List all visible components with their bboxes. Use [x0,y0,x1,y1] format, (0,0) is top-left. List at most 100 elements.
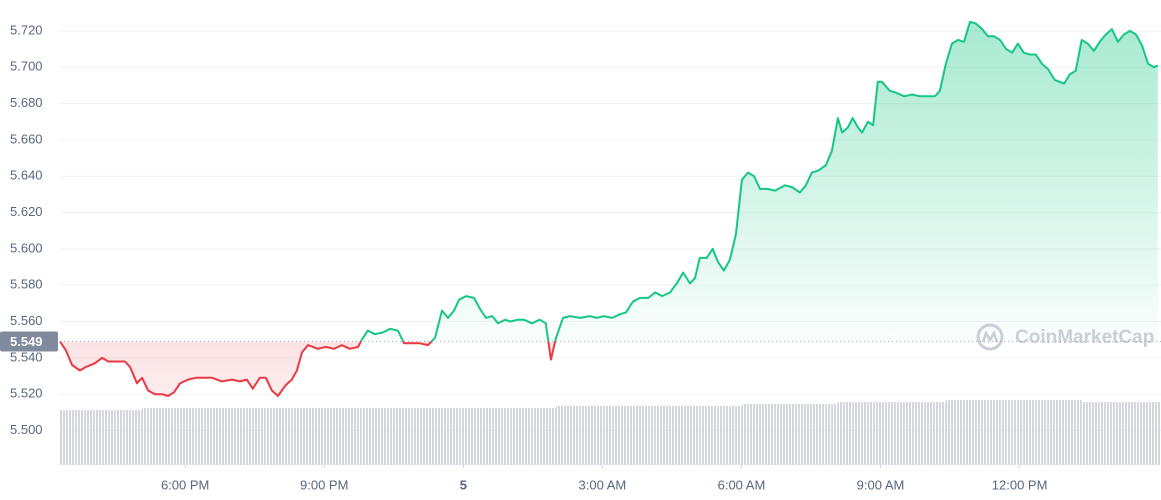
volume-bar [970,400,977,465]
volume-bar [603,406,613,465]
volume-bar [562,406,570,465]
volume-bar [717,406,724,465]
y-tick-label: 5.500 [10,422,43,437]
volume-bar [695,406,700,465]
volume-bar [712,406,718,465]
volume-bar [655,406,663,465]
volume-bar [852,402,858,465]
volume-bar [699,406,707,465]
volume-bar [1041,400,1048,465]
baseline-label-box [0,331,58,352]
volume-bar [648,406,656,465]
volume-bar [102,410,109,465]
price-line [59,20,1159,397]
y-tick-label: 5.580 [10,277,43,292]
volume-bar [252,408,260,465]
volume-bar [925,402,935,465]
volume-bar [459,408,467,465]
baseline-label: 5.549 [10,334,43,349]
volume-bar [1029,400,1036,465]
volume-bar [877,402,882,465]
volume-bar [448,408,455,465]
volume-bar [265,408,272,465]
volume-bar [505,408,511,465]
volume-bar [428,408,436,465]
volume-bar [142,408,149,465]
volume-bar [723,406,730,465]
volume-bar [291,408,297,465]
volume-bar [767,404,775,465]
volume-bar [498,408,506,465]
volume-bar [411,408,420,465]
volume-bar [1064,400,1070,465]
volume-bar [115,410,125,465]
volume-bar [358,408,362,465]
volume-bar [881,402,890,465]
watermark: CoinMarketCap [1015,327,1154,348]
volume-bar [148,408,156,465]
volume-bar [204,408,213,465]
volume-bar [246,408,253,465]
volume-bar [848,402,853,465]
volume-bar [454,408,460,465]
volume-bar [60,410,67,465]
volume-bar [419,408,429,465]
volume-bar [799,404,806,465]
volume-bar [1047,400,1055,465]
volume-bar [811,404,818,465]
volume-bar [747,404,754,465]
volume-bar [271,408,278,465]
volume-bar [72,410,80,465]
volume-bar [161,408,169,465]
volume-bar [785,404,792,465]
volume-bar [957,400,964,465]
volume-bar [390,408,398,465]
volume-bar [791,404,800,465]
volume-bar [155,408,162,465]
volume-bar [774,404,786,465]
volume-bar [994,400,1001,465]
volume-bar [301,408,309,465]
volume-bar [1154,402,1158,465]
line-layer [59,20,1161,397]
volume-bar [1157,402,1161,465]
volume-bar [1135,402,1142,465]
volume-bar [212,408,222,465]
volume-bar [180,408,188,465]
volume-bar [308,408,318,465]
volume-bar [1148,402,1155,465]
volume-bar [741,404,748,465]
volume-bar [842,402,849,465]
y-tick-label: 5.560 [10,313,43,328]
volume-bar [1069,400,1076,465]
volume-bar [108,410,116,465]
y-tick-label: 5.720 [10,22,43,37]
volume-bar [939,402,946,465]
y-tick-label: 5.640 [10,168,43,183]
volume-bar [285,408,292,465]
price-area [60,21,1158,397]
volume-bar [706,406,713,465]
x-tick-label: 3:00 AM [579,477,627,492]
volume-bar [919,402,926,465]
volume-bar [569,406,581,465]
volume-bar [589,406,597,465]
y-tick-label: 5.600 [10,240,43,255]
volume-bar [1111,402,1118,465]
y-tick-label: 5.620 [10,204,43,219]
y-tick-label: 5.540 [10,349,43,364]
volume-bar [397,408,404,465]
x-tick-label: 6:00 AM [718,477,766,492]
volume-bar [326,408,334,465]
volume-bar [639,406,649,465]
volume-bar [861,402,869,465]
volume-bar [524,408,532,465]
volume-bar [1129,402,1136,465]
volume-bar [510,408,519,465]
volume-bar [492,408,499,465]
volume-bar [1023,400,1030,465]
volume-bar [690,406,696,465]
volume-bar [259,408,266,465]
volume-bar [831,404,838,465]
volume-bar [130,410,137,465]
